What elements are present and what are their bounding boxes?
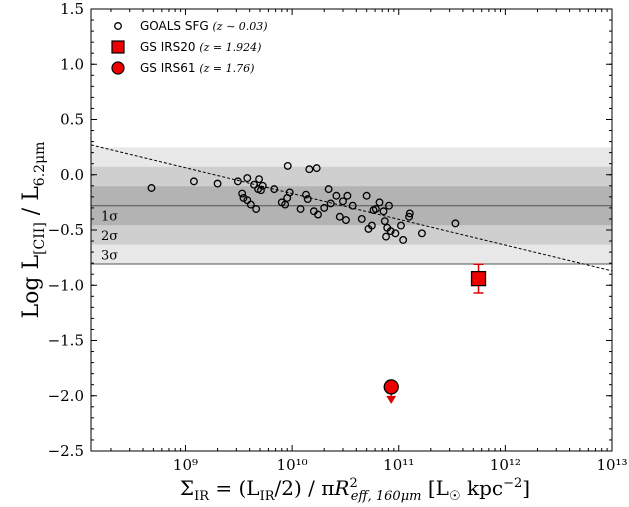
x-tick-label: 10⁹: [173, 456, 198, 474]
data-points: [147, 161, 460, 244]
legend-marker-irs20: [111, 40, 125, 54]
highlight-points: [383, 263, 487, 404]
y-tick-label: −2.0: [48, 387, 84, 405]
goals-sfg-point: [250, 180, 259, 189]
x-axis: 10⁹ 10¹⁰ 10¹¹ 10¹² 10¹³: [110, 9, 628, 474]
gs-irs20-point: [470, 270, 487, 287]
gs-irs61-arrowhead: [386, 395, 397, 404]
y-tick-label: −1.0: [48, 276, 84, 294]
goals-sfg-point: [371, 205, 380, 213]
goals-sfg-point: [326, 199, 335, 208]
goals-sfg-point: [270, 185, 279, 194]
goals-sfg-point: [213, 179, 222, 188]
goals-sfg-point: [312, 164, 321, 173]
goals-sfg-point: [246, 200, 255, 209]
goals-sfg-point: [147, 184, 156, 192]
goals-sfg-point: [405, 212, 414, 221]
goals-sfg-point: [335, 212, 344, 221]
sigma-labels: 1σ 2σ 3σ: [101, 209, 118, 263]
goals-sfg-point: [405, 209, 414, 218]
sigma-label-1: 1σ: [101, 209, 118, 224]
x-tick-label: 10¹²: [490, 456, 521, 474]
y-tick-label: −1.5: [48, 332, 84, 350]
y-tick-label: −0.5: [48, 221, 84, 239]
legend-label: GOALS SFG (z ∼ 0.03): [140, 19, 268, 33]
goals-sfg-point: [343, 191, 352, 200]
trend-line: [91, 144, 612, 272]
goals-sfg-point: [303, 195, 312, 204]
x-tick-label: 10¹³: [596, 456, 627, 474]
y-tick-label: 1.5: [60, 0, 84, 18]
goals-sfg-point: [348, 201, 357, 210]
goals-sfg-point: [417, 229, 426, 238]
goals-sfg-point: [285, 188, 294, 197]
goals-sfg-point: [239, 194, 248, 202]
goals-sfg-point: [255, 175, 264, 184]
goals-sfg-point: [305, 165, 314, 174]
y-tick-label: 0.5: [60, 111, 84, 129]
goals-sfg-point: [238, 189, 247, 198]
goals-sfg-point: [385, 201, 393, 210]
goals-sfg-point: [382, 232, 390, 241]
x-axis-title: ΣIR = (LIR/2) / πR2 eff, 160μm [L☉ kpc−2]: [180, 476, 530, 504]
y-axis-title: Log L[CII] / L6.2μm: [19, 142, 48, 319]
goals-sfg-point: [375, 198, 384, 207]
goals-sfg-point: [233, 177, 242, 186]
x-tick-label: 10¹¹: [383, 456, 414, 474]
goals-sfg-point: [189, 177, 198, 186]
goals-sfg-point: [320, 203, 329, 212]
goals-sfg-point: [386, 227, 395, 236]
legend-label: GS IRS20 (z = 1.924): [140, 40, 261, 54]
y-tick-label: 0.0: [60, 166, 84, 184]
goals-sfg-point: [314, 210, 322, 219]
goals-sfg-point: [379, 207, 388, 216]
goals-sfg-point: [451, 219, 460, 228]
goals-sfg-point: [252, 205, 261, 213]
goals-sfg-point: [258, 181, 267, 190]
goals-sfg-point: [357, 214, 366, 223]
y-tick-label: −2.5: [48, 442, 84, 460]
goals-sfg-point: [391, 229, 400, 238]
y-tick-label: 1.0: [60, 55, 84, 73]
gs-irs61-point: [383, 379, 399, 395]
goals-sfg-point: [397, 221, 405, 230]
goals-sfg-point: [324, 185, 333, 194]
legend: GOALS SFG (z ∼ 0.03) GS IRS20 (z = 1.924)…: [111, 19, 268, 75]
goals-sfg-point: [362, 191, 371, 200]
sigma-label-3: 3σ: [101, 248, 118, 263]
goals-sfg-point: [380, 217, 389, 226]
goals-sfg-point: [256, 186, 265, 195]
legend-marker-irs61: [111, 61, 125, 75]
sigma-label-2: 2σ: [101, 229, 118, 244]
x-tick-label: 10¹⁰: [277, 456, 308, 474]
legend-label: GS IRS61 (z = 1.76): [140, 61, 254, 75]
legend-marker-goals: [114, 22, 122, 30]
goals-sfg-point: [332, 191, 341, 200]
goals-sfg-point: [399, 235, 408, 244]
goals-sfg-point: [339, 197, 347, 206]
goals-sfg-point: [302, 190, 310, 199]
goals-sfg-point: [296, 205, 305, 213]
goals-sfg-point: [243, 174, 252, 183]
goals-sfg-point: [283, 161, 292, 170]
goals-sfg-point: [367, 221, 376, 230]
goals-sfg-point: [342, 216, 350, 225]
